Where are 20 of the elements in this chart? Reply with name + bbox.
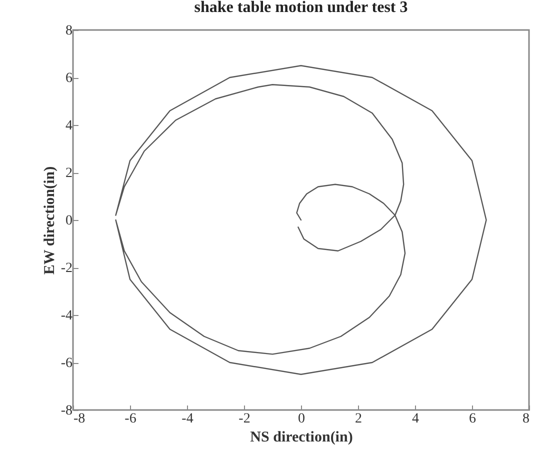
x-tick-label: 0 (298, 412, 305, 426)
x-tick-label: -6 (124, 412, 136, 426)
x-tick-label: -4 (182, 412, 194, 426)
y-tick-label: 4 (66, 118, 72, 134)
y-tick-label: 2 (66, 166, 72, 181)
x-tick-label: 2 (355, 412, 362, 426)
x-tick-label: 4 (412, 412, 419, 426)
x-tick-label: -2 (238, 412, 250, 426)
y-axis-title: EW direction(in) (42, 166, 58, 275)
x-axis-title: NS direction(in) (250, 430, 353, 446)
x-tick-label: 6 (469, 412, 476, 426)
line-series (115, 65, 487, 375)
x-tick-label: 8 (522, 412, 530, 426)
y-tick-label: 8 (66, 24, 72, 38)
y-tick-label: 6 (66, 71, 72, 86)
y-tick-label: 0 (66, 214, 72, 228)
y-tick-label: -4 (60, 308, 72, 324)
y-tick-label: -2 (60, 261, 72, 276)
chart-title: shake table motion under test 3 (194, 0, 408, 16)
y-tick-label: -6 (60, 356, 72, 371)
